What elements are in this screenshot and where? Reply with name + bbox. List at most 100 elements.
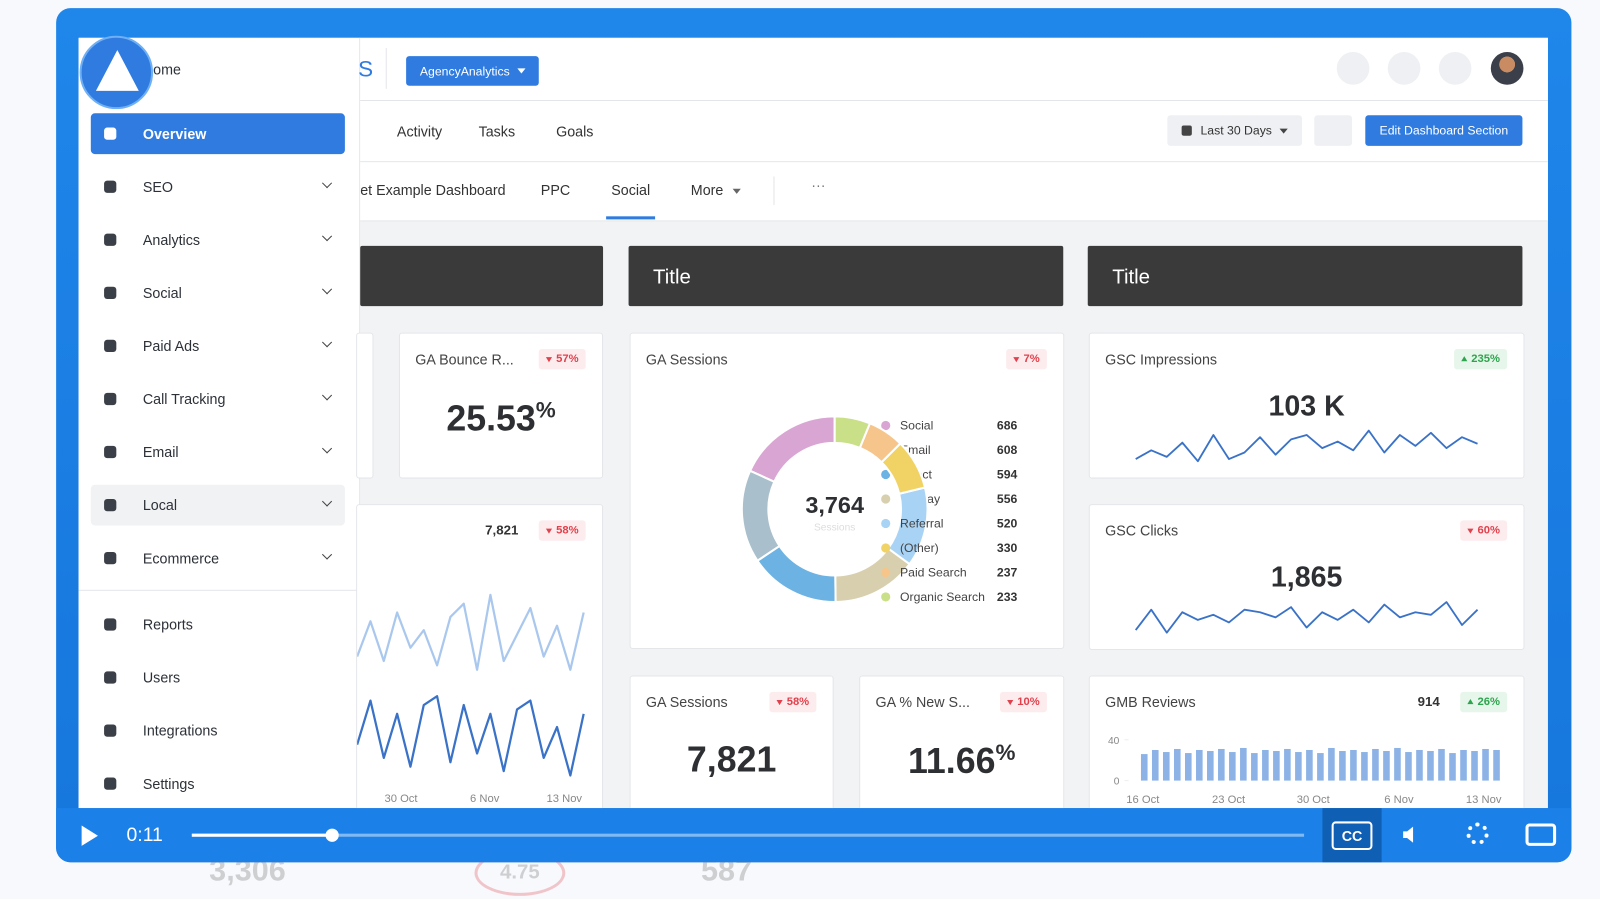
bar bbox=[1383, 751, 1390, 781]
edit-button[interactable]: Edit Dashboard Section bbox=[1365, 115, 1523, 146]
faded-metric: 3,306 bbox=[209, 862, 286, 888]
logo-mark bbox=[95, 49, 139, 91]
bar bbox=[1140, 754, 1148, 781]
faded-metric: 587 bbox=[701, 862, 753, 888]
nav-item[interactable]: Integrations bbox=[91, 710, 345, 751]
agency-dropdown[interactable]: AgencyAnalytics bbox=[406, 56, 539, 86]
donut-segment bbox=[748, 415, 836, 484]
nav-item[interactable]: Paid Ads bbox=[91, 326, 345, 367]
legend-dot bbox=[881, 543, 891, 553]
bar bbox=[1284, 748, 1291, 781]
fullscreen-button[interactable] bbox=[1525, 823, 1557, 846]
nav-item[interactable]: Social bbox=[91, 272, 345, 313]
nav-icon bbox=[104, 552, 117, 565]
legend-dot bbox=[881, 592, 891, 602]
logo[interactable] bbox=[79, 35, 154, 110]
bar bbox=[1482, 748, 1489, 781]
volume-button[interactable] bbox=[1403, 826, 1414, 843]
nav-item[interactable]: SEO bbox=[91, 166, 345, 207]
nav-item[interactable]: Settings bbox=[91, 763, 345, 804]
nav-label: SEO bbox=[142, 178, 174, 195]
bar bbox=[1328, 747, 1335, 781]
bar bbox=[1372, 748, 1379, 781]
bar bbox=[1416, 749, 1423, 781]
nav-icon bbox=[104, 180, 117, 193]
play-button[interactable] bbox=[81, 825, 98, 846]
nav-item[interactable]: Users bbox=[91, 657, 345, 698]
donut-segment bbox=[756, 544, 837, 604]
bar bbox=[1339, 751, 1346, 781]
widget-title: GA Sessions bbox=[645, 693, 728, 711]
tab[interactable]: Tasks bbox=[478, 123, 516, 140]
x-tick-label: 6 Nov bbox=[1384, 794, 1414, 806]
dashboard-tab[interactable]: PPC bbox=[540, 181, 571, 198]
bar bbox=[1350, 749, 1357, 781]
caret bbox=[516, 68, 526, 74]
sidebar: Home Overview SEO Analytics Social Paid Ads C… bbox=[78, 37, 361, 809]
line-series bbox=[357, 695, 585, 777]
nav-icon bbox=[104, 127, 117, 140]
nav-label: Call Tracking bbox=[142, 390, 226, 408]
nav-item[interactable]: Local bbox=[90, 484, 345, 526]
tab[interactable]: Goals bbox=[556, 123, 594, 140]
notifications-button[interactable] bbox=[1438, 52, 1472, 85]
x-tick-label: 13 Nov bbox=[547, 793, 583, 805]
help-button[interactable] bbox=[1387, 52, 1421, 85]
nav-item[interactable]: Call Tracking bbox=[91, 379, 345, 420]
share-button[interactable] bbox=[1314, 115, 1353, 146]
cc-button[interactable]: CC bbox=[1322, 808, 1382, 863]
progress-track[interactable] bbox=[191, 828, 1305, 842]
progress-knob[interactable] bbox=[325, 828, 340, 842]
line-series bbox=[1135, 429, 1478, 463]
legend-value: 686 bbox=[997, 419, 1018, 433]
bar bbox=[1229, 752, 1236, 781]
active-underline bbox=[606, 216, 656, 220]
legend-value: 594 bbox=[997, 468, 1018, 482]
date-range-label: Last 30 Days bbox=[1200, 123, 1272, 138]
section-title: Title bbox=[1112, 266, 1151, 289]
overflow-menu[interactable]: ··· bbox=[811, 176, 826, 193]
x-tick-label: 6 Nov bbox=[470, 793, 500, 805]
change-badge: 10% bbox=[999, 691, 1047, 713]
bar bbox=[1273, 751, 1280, 781]
chevron bbox=[321, 390, 333, 401]
tab[interactable]: Activity bbox=[396, 123, 443, 140]
avatar[interactable] bbox=[1490, 52, 1524, 85]
legend-value: 237 bbox=[997, 566, 1018, 580]
nav-item[interactable]: Ecommerce bbox=[91, 538, 345, 579]
widget-title: GA Bounce R... bbox=[415, 351, 514, 368]
dashboard-tab[interactable]: Social bbox=[611, 181, 651, 198]
legend-dot bbox=[881, 567, 891, 578]
nav-item[interactable]: Analytics bbox=[91, 219, 345, 260]
legend-value: 233 bbox=[997, 590, 1018, 604]
legend-value: 608 bbox=[997, 443, 1018, 457]
nav-item[interactable]: Reports bbox=[91, 604, 345, 645]
nav-item[interactable]: Email bbox=[91, 432, 345, 473]
page-below: 3,306 4.75 587 bbox=[0, 862, 1600, 899]
change-badge: 7% bbox=[1006, 348, 1047, 370]
dashboard-tab[interactable]: More bbox=[690, 181, 724, 198]
dashboard-tabs: et Example Dashboard PPC Social More ··· bbox=[360, 162, 1548, 222]
widget: GA % New S... 10% 11.66% bbox=[859, 675, 1065, 809]
section-title: Title bbox=[653, 266, 691, 289]
nav-label: Users bbox=[142, 669, 181, 686]
x-tick-label: 23 Oct bbox=[1212, 794, 1246, 806]
metric-value: 914 bbox=[1417, 693, 1440, 710]
nav-icon bbox=[104, 777, 117, 790]
nav-item[interactable]: Overview bbox=[90, 113, 345, 155]
date-range[interactable]: Last 30 Days bbox=[1167, 115, 1303, 146]
nav-label: Integrations bbox=[142, 722, 218, 739]
bar bbox=[1460, 749, 1467, 781]
settings-button[interactable] bbox=[1466, 822, 1489, 845]
whats-new-button[interactable] bbox=[1336, 52, 1370, 85]
metric-value: 1,865 bbox=[1270, 561, 1343, 593]
bar bbox=[1427, 751, 1434, 781]
dashboard-tab[interactable]: et Example Dashboard bbox=[360, 181, 506, 198]
bar bbox=[1449, 753, 1456, 781]
bar bbox=[1184, 753, 1192, 781]
chevron bbox=[321, 443, 333, 454]
legend-value: 556 bbox=[997, 492, 1018, 506]
nav-icon bbox=[104, 724, 117, 737]
widget: 7,821 58% 30 Oct 6 Nov 13 Nov bbox=[356, 504, 604, 809]
widget-title: GSC Impressions bbox=[1105, 351, 1218, 368]
